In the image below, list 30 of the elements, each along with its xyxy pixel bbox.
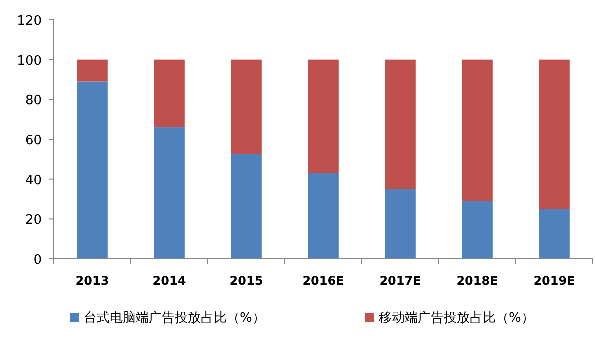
x-tick-label: 2014 bbox=[152, 274, 186, 288]
bar bbox=[308, 173, 339, 259]
bar bbox=[462, 201, 493, 259]
y-tick-label: 80 bbox=[25, 94, 42, 109]
bar bbox=[77, 82, 108, 259]
legend-label: 移动端广告投放占比（%） bbox=[379, 311, 534, 326]
x-tick-label: 2016E bbox=[302, 274, 344, 288]
x-tick-label: 2017E bbox=[380, 274, 422, 288]
bar bbox=[77, 60, 108, 82]
x-tick-label: 2013 bbox=[76, 274, 110, 288]
x-tick-label: 2019E bbox=[534, 274, 576, 288]
y-tick-label: 60 bbox=[25, 134, 42, 148]
y-tick-label: 40 bbox=[25, 173, 42, 188]
bar bbox=[462, 60, 493, 202]
y-tick-label: 0 bbox=[34, 253, 42, 268]
y-tick-label: 120 bbox=[17, 14, 42, 29]
bar bbox=[539, 60, 570, 210]
bar bbox=[385, 189, 416, 259]
y-tick-label: 100 bbox=[17, 54, 42, 69]
legend-label: 台式电脑端广告投放占比（%） bbox=[84, 311, 266, 326]
bar bbox=[308, 60, 339, 174]
bar bbox=[154, 60, 185, 128]
bar bbox=[231, 60, 262, 154]
x-tick-label: 2018E bbox=[456, 274, 498, 288]
x-tick-label: 2015 bbox=[230, 274, 264, 288]
bar bbox=[385, 60, 416, 190]
y-tick-label: 20 bbox=[25, 213, 42, 228]
bar bbox=[539, 209, 570, 259]
bar bbox=[154, 128, 185, 259]
bar bbox=[231, 154, 262, 259]
